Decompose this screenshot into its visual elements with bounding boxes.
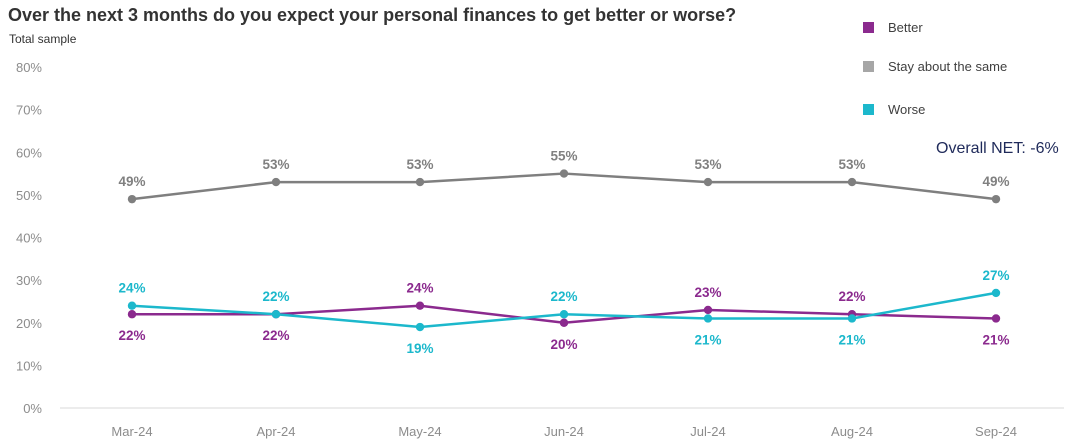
data-label-same: 53% [262,157,289,172]
data-point-same [703,177,713,187]
data-label-better: 20% [550,337,577,352]
data-point-worse [271,310,281,319]
data-point-same [415,177,425,187]
data-label-same: 49% [982,174,1009,189]
y-tick-label: 80% [16,60,42,75]
data-point-better [991,314,1001,323]
legend-item-worse: Worse [863,99,925,119]
legend-swatch-better [863,21,874,33]
data-label-worse: 22% [262,289,289,304]
data-point-worse [703,314,713,323]
x-tick-label: Mar-24 [111,424,152,439]
data-point-better [415,301,425,310]
data-point-better [127,310,137,319]
data-label-better: 23% [694,285,721,300]
data-label-better: 21% [982,332,1009,347]
y-tick-label: 10% [16,358,42,373]
data-point-better [559,318,569,327]
y-tick-label: 60% [16,145,42,160]
legend-item-same: Stay about the same [863,56,1007,76]
data-label-same: 53% [406,157,433,172]
y-tick-label: 50% [16,188,42,203]
data-point-worse [559,310,569,319]
data-point-same [559,169,569,178]
data-point-same [847,177,857,187]
data-point-same [991,194,1001,204]
legend-item-better: Better [863,17,923,37]
data-label-worse: 22% [550,289,577,304]
data-label-worse: 21% [838,332,865,347]
data-label-same: 53% [838,157,865,172]
y-tick-label: 70% [16,103,42,118]
data-point-worse [415,322,425,332]
data-point-better [703,305,713,315]
data-label-better: 22% [838,289,865,304]
data-point-same [271,177,281,187]
y-tick-label: 0% [23,401,42,416]
legend-label-same: Stay about the same [888,58,1008,74]
x-tick-label: May-24 [398,424,441,439]
y-tick-label: 40% [16,231,42,246]
data-label-better: 22% [262,328,289,343]
data-point-worse [127,301,137,310]
x-tick-label: Sep-24 [975,424,1017,439]
x-tick-label: Apr-24 [256,424,295,439]
legend-swatch-same [863,60,874,72]
data-label-better: 24% [406,281,433,296]
x-tick-label: Jun-24 [544,424,584,439]
legend-label-worse: Worse [888,101,926,117]
data-label-same: 55% [550,149,577,164]
x-tick-label: Jul-24 [690,424,725,439]
legend-swatch-worse [863,103,874,115]
data-label-worse: 27% [982,268,1009,283]
data-point-worse [991,288,1001,298]
y-tick-label: 30% [16,273,42,288]
overall-net-annotation: Overall NET: -6% [936,140,1059,157]
data-label-worse: 24% [118,281,145,296]
legend-label-better: Better [888,19,923,35]
data-label-worse: 21% [694,332,721,347]
data-label-worse: 19% [406,341,433,356]
x-tick-label: Aug-24 [831,424,873,439]
y-tick-label: 20% [16,316,42,331]
data-label-better: 22% [118,328,145,343]
data-point-worse [847,314,857,323]
data-label-same: 53% [694,157,721,172]
chart-title: Over the next 3 months do you expect you… [8,5,737,25]
data-label-same: 49% [118,174,145,189]
data-point-same [127,194,137,204]
chart-subtitle: Total sample [9,32,77,46]
